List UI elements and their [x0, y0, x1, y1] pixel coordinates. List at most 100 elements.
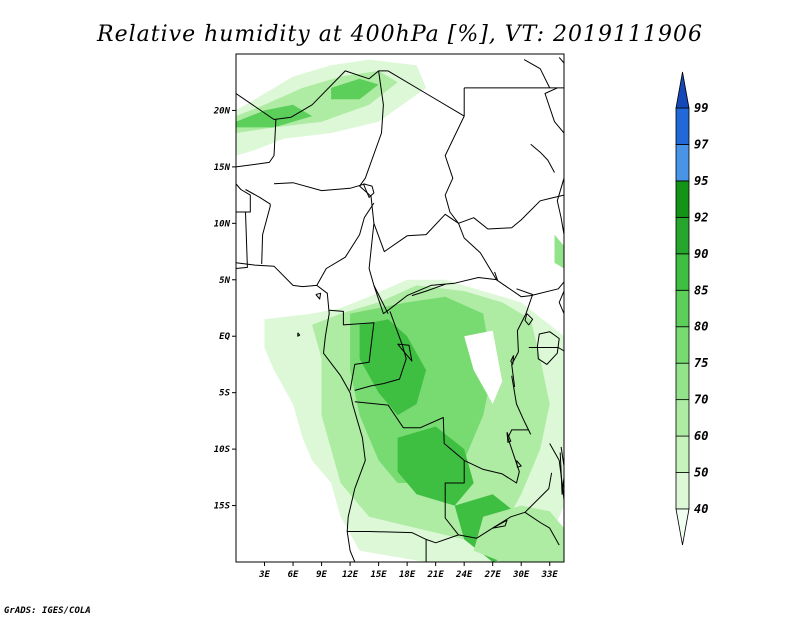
colorbar-segment [675, 253, 690, 291]
humidity-region-east-coast-spot [554, 234, 564, 269]
lat-tick-label: 15N [214, 163, 231, 173]
colorbar-segment [675, 180, 690, 218]
colorbar-label: 85 [694, 283, 708, 297]
lat-tick-label: 5S [219, 389, 230, 399]
border-zimbabwe [524, 511, 560, 546]
border-chad-sudan [444, 115, 465, 224]
border-drc-zambia [463, 429, 529, 484]
grads-credit: GrADS: IGES/COLA [4, 606, 91, 616]
colorbar-segment [675, 435, 690, 473]
border-rwanda-burundi [511, 351, 519, 388]
longitude-axis: 3E 6E 9E 12E 15E 18E 21E 24E 27E 30E 33E [258, 562, 558, 580]
border-togo [236, 211, 248, 269]
lon-tick-label: 30E [512, 570, 530, 580]
border-lake-victoria [536, 331, 560, 365]
lat-tick-label: EQ [219, 332, 230, 342]
border-lake-turkana [558, 290, 564, 315]
humidity-region-sahel-north-c [331, 78, 379, 100]
humidity-region-central-85-b [397, 426, 474, 506]
colorbar-segment [675, 107, 690, 145]
colorbar-label: 50 [694, 466, 708, 480]
border-drc-uganda [516, 288, 534, 353]
colorbar-label: 40 [694, 502, 708, 516]
lat-tick-label: 20N [213, 106, 231, 116]
lat-tick-label: 10S [214, 445, 231, 455]
lon-tick-label: 21E [427, 570, 445, 580]
border-chad-car [373, 213, 459, 253]
lat-tick-label: 15S [214, 502, 231, 512]
border-burkina-ghana [236, 183, 251, 213]
colorbar-label: 95 [694, 174, 708, 188]
lon-tick-label: 12E [342, 570, 359, 580]
border-cameroon-east [368, 223, 389, 314]
colorbar-high-arrow [675, 71, 690, 109]
humidity-fill-layer [236, 59, 564, 562]
lon-tick-label: 18E [399, 570, 416, 580]
humidity-region-central-85 [359, 319, 427, 416]
border-namibia-botswana [425, 539, 436, 562]
humidity-region-sahel-north-b [236, 104, 313, 128]
lon-tick-label: 15E [370, 570, 387, 580]
border-lake-kariba [492, 519, 508, 529]
figure-title: Relative humidity at 400hPa [%], VT: 201… [96, 22, 703, 47]
lon-tick-label: 24E [455, 570, 473, 580]
border-river-nile-a [523, 59, 551, 89]
border-nigeria-cameroon [316, 202, 375, 286]
border-lake-albert [524, 313, 534, 326]
border-bioko [315, 292, 322, 300]
colorbar-label: 97 [694, 137, 709, 151]
border-tanzania-west [528, 347, 564, 352]
border-lake-tumba [397, 343, 413, 362]
lon-tick-label: 3E [258, 570, 270, 580]
political-borders [236, 54, 564, 562]
colorbar-label: 92 [694, 210, 708, 224]
border-sudan-ethiopia [556, 178, 564, 235]
colorbar-label: 75 [694, 356, 708, 370]
colorbar-label: 80 [694, 320, 708, 334]
colorbar-low-arrow [675, 508, 690, 546]
map-frame [235, 53, 565, 563]
lat-tick-label: 10N [214, 219, 231, 229]
colorbar-segment [675, 362, 690, 401]
border-nile-river-b [530, 143, 555, 173]
colorbar-segment [675, 144, 690, 182]
border-sao-tome [297, 332, 301, 337]
colorbar-segment [675, 326, 690, 364]
colorbar-label: 60 [694, 429, 708, 443]
colorbar-label: 99 [694, 101, 708, 115]
lat-tick-label: 5N [219, 276, 230, 286]
border-algeria-niger [236, 70, 389, 120]
humidity-region-south-east-60 [473, 505, 564, 562]
border-africa-coast-west [236, 262, 366, 562]
colorbar-segment [675, 289, 690, 328]
colorbar-segment [675, 216, 690, 255]
border-lake-chad [362, 183, 375, 198]
lon-tick-label: 6E [288, 570, 299, 580]
border-south-sudan [458, 223, 564, 298]
border-libya-chad-sudan [387, 70, 465, 117]
border-zambia-south [458, 472, 553, 539]
latitude-axis: 20N 15N 10N 5N EQ 5S 10S 15S [213, 106, 236, 512]
lon-tick-label: 9E [316, 570, 327, 580]
border-lake-bangweulu [516, 460, 522, 468]
lon-tick-label: 27E [484, 570, 502, 580]
border-africa-coast-west-north [236, 262, 237, 264]
colorbar-label: 70 [694, 393, 708, 407]
border-lake-tanganyika [511, 375, 532, 435]
border-lake-kivu [510, 355, 515, 365]
lon-tick-label: 33E [541, 570, 559, 580]
colorbar-segment [675, 399, 690, 437]
colorbar: 40 50 60 70 75 80 85 90 92 95 97 99 [675, 71, 709, 546]
border-ethiopia [544, 87, 564, 134]
border-niger-mali [236, 119, 277, 168]
border-nigeria-north [273, 182, 366, 192]
border-congo-drc [354, 311, 407, 391]
border-sudan-south-sudan [458, 194, 564, 230]
border-drc-north [411, 283, 446, 297]
border-car-south [373, 271, 498, 315]
border-gabon-congo [329, 309, 375, 391]
humidity-region-dry-hole [464, 330, 503, 404]
border-benin-nigeria [245, 189, 271, 265]
border-lake-mweru [506, 432, 512, 443]
